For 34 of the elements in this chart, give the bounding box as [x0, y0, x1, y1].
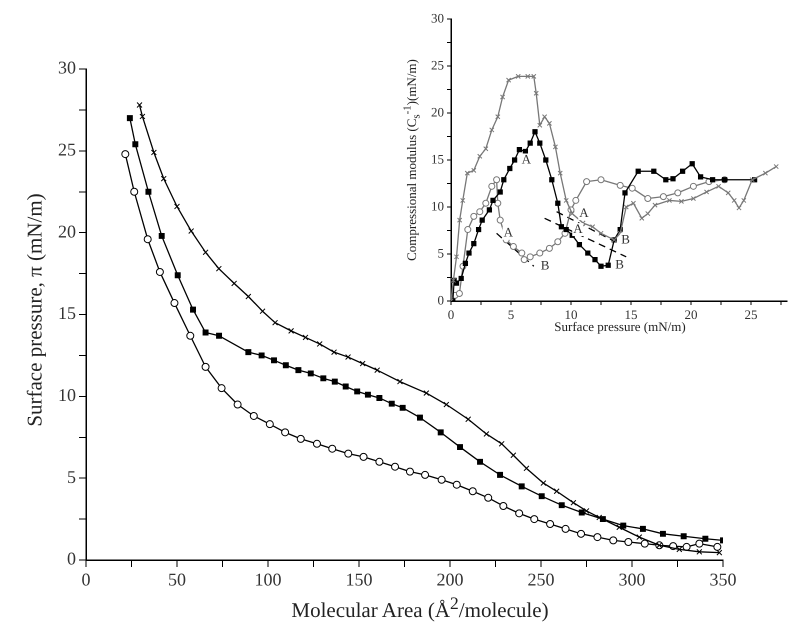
x-tick-label: 0: [448, 307, 454, 322]
y-tick-label: 5: [438, 245, 444, 260]
y-tick-label: 20: [58, 221, 76, 242]
y-tick-label: 20: [431, 104, 444, 120]
annotation: B: [540, 258, 550, 273]
y-tick-label: 15: [431, 151, 444, 166]
y-tick-label: 10: [58, 385, 76, 406]
x-tick-label: 300: [618, 570, 646, 590]
annotation: A: [573, 220, 584, 236]
x-tick-label: 100: [254, 570, 282, 590]
x-tick-label: 200: [436, 570, 464, 590]
x-tick-label: 50: [168, 570, 186, 590]
y-tick-label: 25: [431, 57, 444, 72]
x-tick-label: 250: [528, 570, 554, 590]
y-tick-label: 25: [58, 140, 76, 160]
x-tick-label: 25: [744, 307, 758, 322]
x-tick-label: 150: [346, 570, 372, 590]
x-tick-label: 20: [684, 307, 698, 322]
x-tick-label: 5: [508, 307, 514, 322]
annotation: B: [621, 231, 630, 246]
x-tick-label: 350: [710, 570, 736, 590]
annotation: A: [579, 205, 590, 220]
y-tick-label: 30: [431, 10, 444, 26]
annotation: A: [522, 151, 532, 166]
y-tick-label: 0: [67, 548, 76, 569]
y-tick-label: 30: [58, 58, 76, 78]
annotation: B: [615, 256, 624, 272]
y-axis-title: Surface pressure, π (mN/m): [22, 193, 48, 427]
y-tick-label: 5: [67, 466, 76, 487]
x-tick-label: 0: [82, 570, 90, 590]
y-tick-label: 10: [431, 198, 444, 214]
x-axis-title: Molecular Area (Å$^{2}$/molecule): [291, 593, 549, 623]
annotation: A: [504, 224, 514, 240]
y-tick-label: 0: [438, 292, 444, 308]
